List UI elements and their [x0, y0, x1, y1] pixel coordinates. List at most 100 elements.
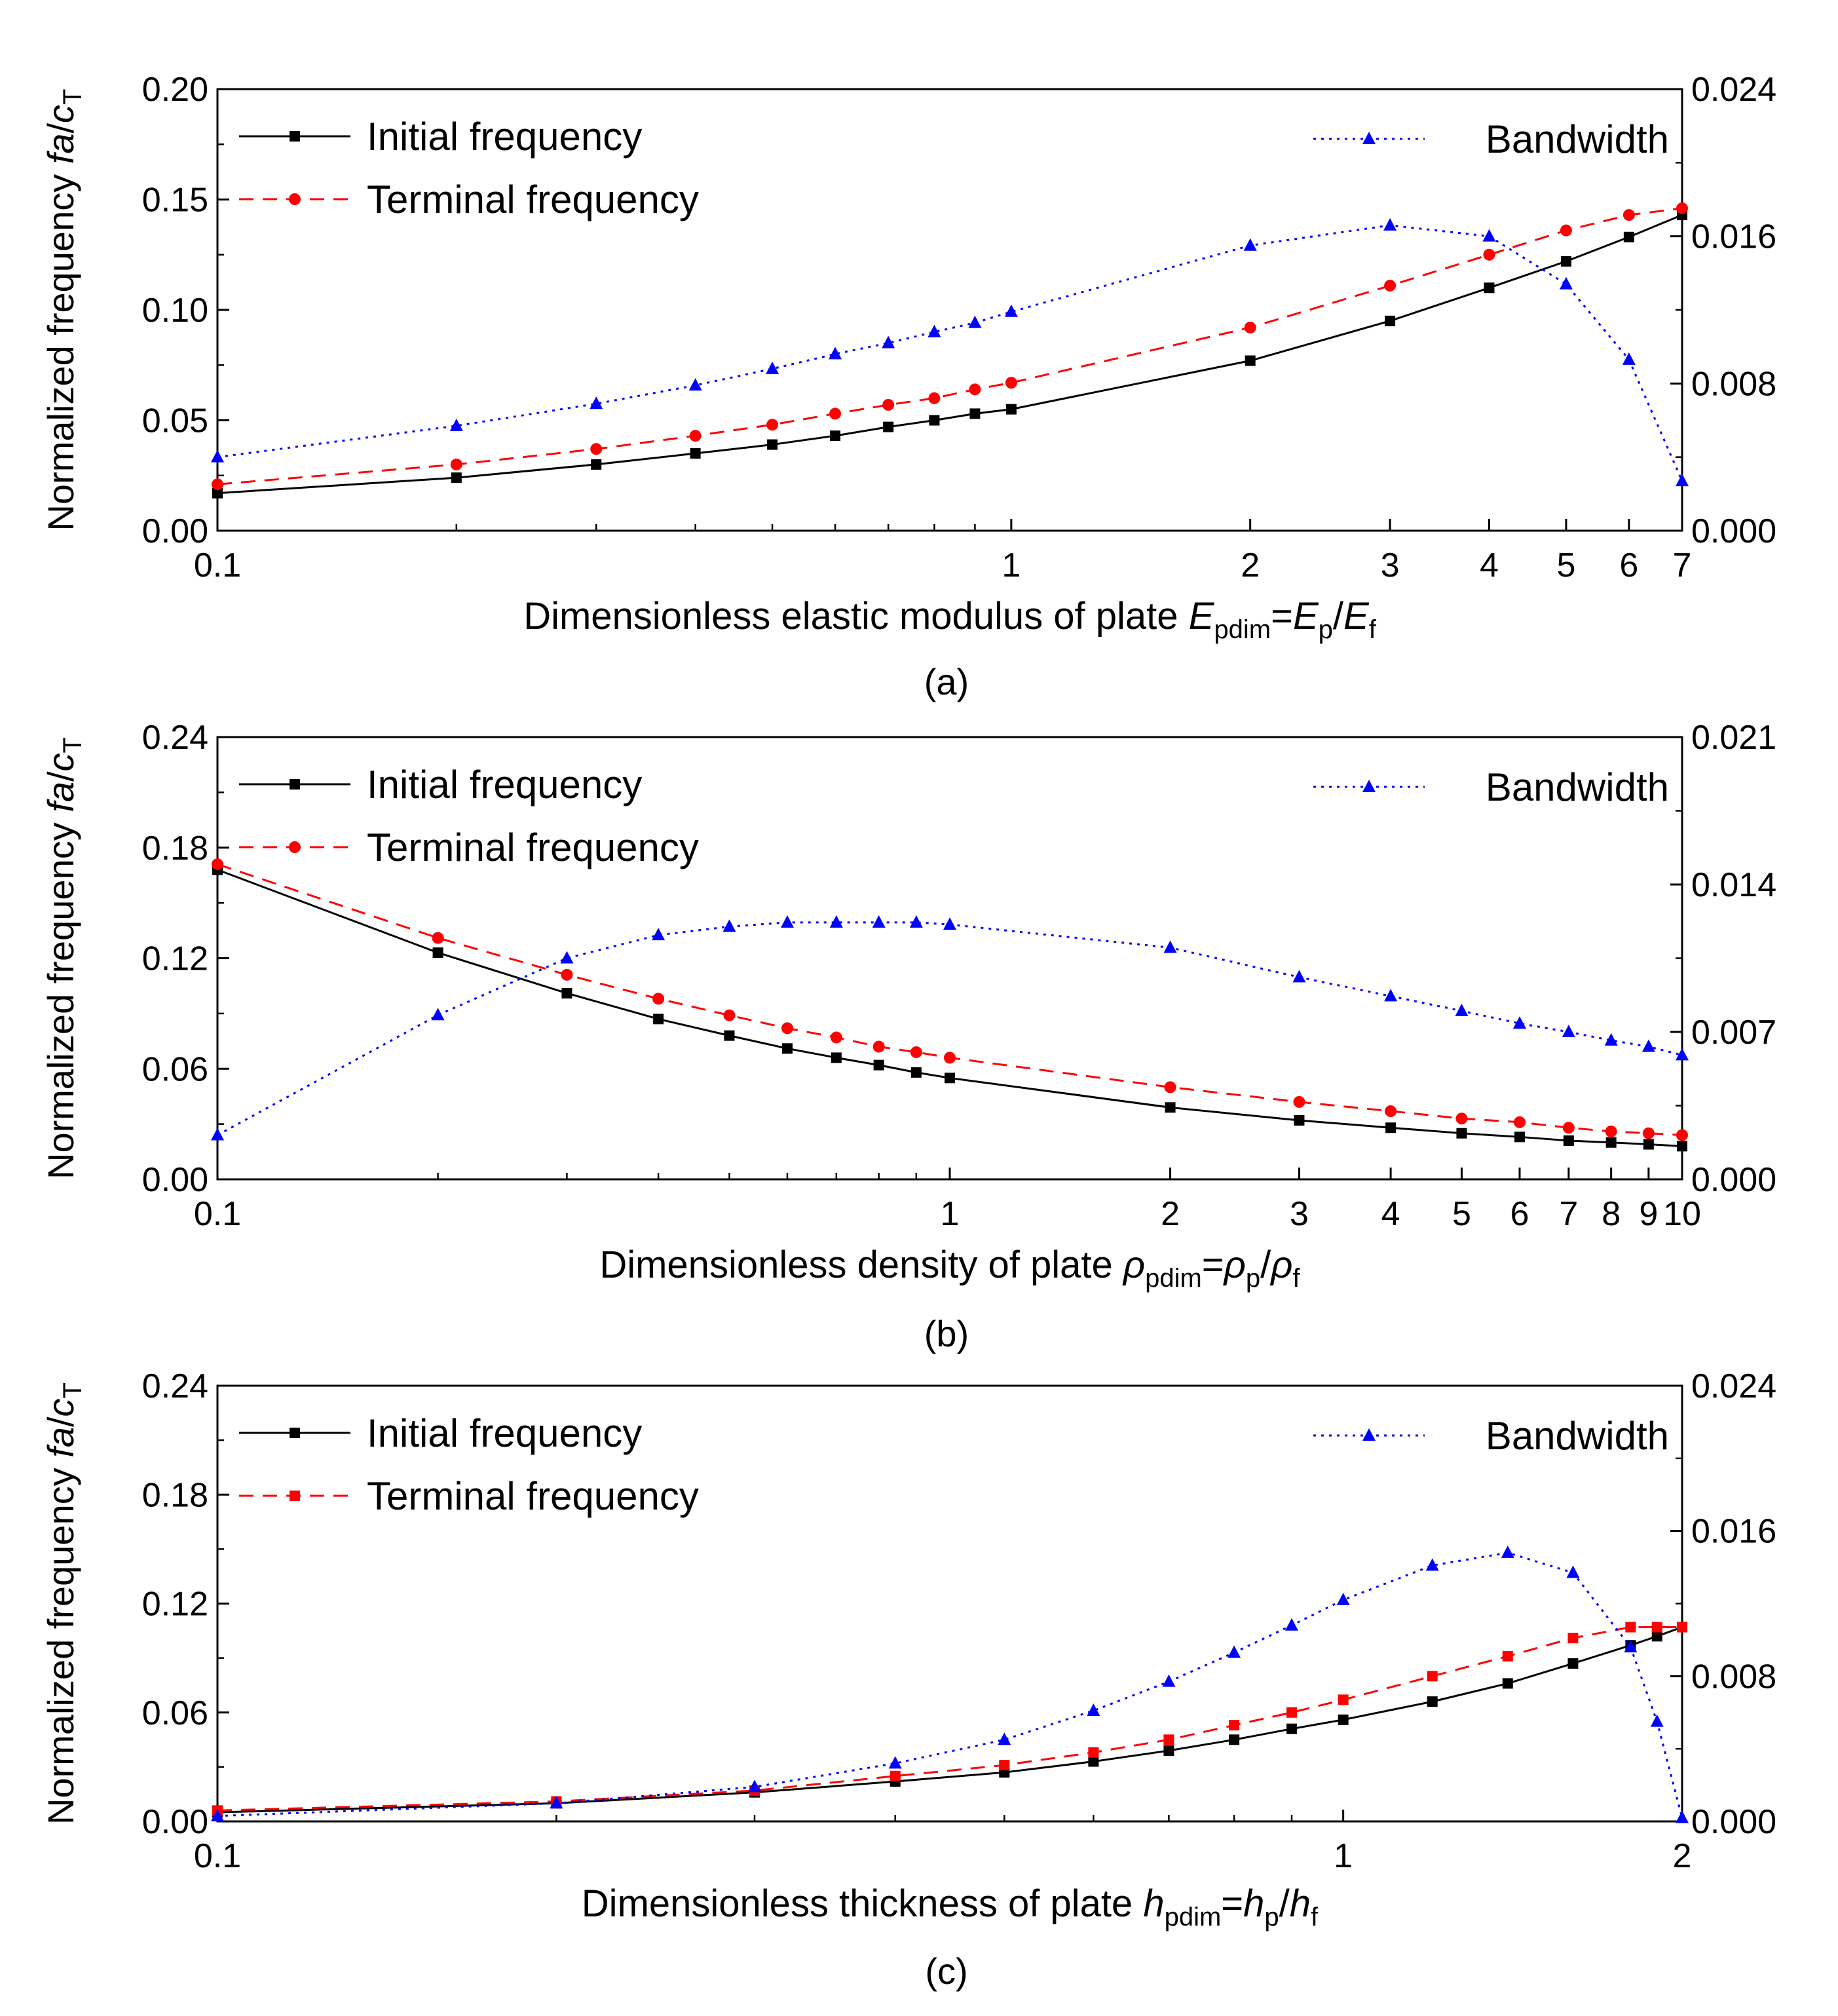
legend-marker	[290, 131, 300, 142]
x-axis-num-sub: p	[1246, 1264, 1260, 1293]
legend-label: Terminal frequency	[367, 826, 699, 869]
initial-frequency-point	[1677, 1141, 1687, 1152]
initial-frequency-point	[561, 987, 572, 998]
series-terminal-frequency	[212, 858, 1688, 1141]
terminal-frequency-point	[890, 1770, 901, 1781]
terminal-frequency-line	[217, 207, 1683, 485]
initial-frequency-point	[1165, 1102, 1176, 1113]
terminal-frequency-point	[1163, 1734, 1174, 1745]
initial-frequency-point	[1286, 1723, 1297, 1734]
y-axis-c-sub: T	[58, 1382, 87, 1398]
legend-label: Bandwidth	[1486, 1414, 1669, 1458]
initial-frequency-point	[591, 459, 602, 470]
y-tick-label: 0.00	[142, 512, 208, 550]
terminal-frequency-point	[969, 383, 981, 396]
initial-frequency-point	[1005, 404, 1017, 415]
bandwidth-point	[1566, 1565, 1580, 1578]
bandwidth-point	[1676, 1810, 1689, 1823]
initial-frequency-point	[1338, 1714, 1349, 1725]
x-axis-var-sub: pdim	[1214, 615, 1271, 644]
bandwidth-point	[1641, 1039, 1655, 1052]
series-bandwidth	[211, 1545, 1689, 1823]
initial-frequency-point	[883, 421, 894, 432]
terminal-frequency-point	[1455, 1113, 1468, 1125]
bandwidth-point	[211, 1808, 224, 1821]
y-axis-title-text: Normalized frequency	[40, 1458, 81, 1825]
bandwidth-point	[928, 324, 941, 337]
bandwidth-point	[590, 396, 603, 409]
y-tick-label: 0.06	[142, 1050, 208, 1088]
x-tick-label: 7	[1673, 546, 1692, 584]
x-axis-num-sub: p	[1264, 1903, 1279, 1931]
terminal-frequency-point	[830, 1031, 842, 1044]
terminal-frequency-point	[1384, 279, 1397, 292]
bandwidth-point	[550, 1796, 563, 1809]
terminal-frequency-point	[1229, 1720, 1240, 1731]
terminal-frequency-point	[652, 993, 665, 1005]
initial-frequency-point	[1605, 1137, 1617, 1148]
initial-frequency-point	[1294, 1115, 1305, 1126]
legend: Initial frequency Terminal frequency Bandw…	[239, 1411, 1669, 1518]
initial-frequency-line	[217, 214, 1683, 495]
x-axis-var: ρ	[1122, 1244, 1145, 1286]
bandwidth-point	[1650, 1714, 1664, 1727]
bandwidth-point	[652, 928, 666, 941]
bandwidth-line	[217, 1551, 1683, 1818]
bandwidth-point	[1383, 218, 1397, 231]
x-axis-den: ρ	[1269, 1244, 1292, 1286]
initial-frequency-point	[724, 1030, 735, 1041]
x-tick-label: 0.1	[194, 1195, 241, 1233]
y-axis-slash: /	[40, 771, 81, 782]
initial-frequency-point	[432, 947, 443, 959]
terminal-frequency-point	[1622, 209, 1635, 221]
x-axis-slash: /	[1260, 1244, 1271, 1286]
legend-label: Terminal frequency	[367, 1474, 699, 1518]
y2-tick-label: 0.016	[1691, 1513, 1776, 1551]
terminal-frequency-point	[1677, 1622, 1687, 1633]
terminal-frequency-point	[432, 932, 444, 944]
y2-tick-label: 0.000	[1691, 512, 1776, 550]
initial-frequency-point	[1385, 315, 1396, 326]
x-tick-label: 10	[1663, 1195, 1701, 1233]
bandwidth-point	[1676, 1048, 1689, 1061]
legend-marker	[1362, 132, 1376, 144]
legend-label: Initial frequency	[367, 115, 642, 159]
bandwidth-point	[1228, 1645, 1241, 1658]
initial-frequency-point	[969, 408, 981, 419]
panel-caption: (b)	[924, 1313, 969, 1354]
terminal-frequency-point	[689, 430, 702, 442]
initial-frequency-point	[1643, 1139, 1654, 1150]
x-tick-label: 6	[1619, 546, 1638, 584]
legend-marker	[289, 841, 301, 853]
initial-frequency-point	[1245, 355, 1256, 366]
x-axis-var-sub: pdim	[1165, 1903, 1222, 1931]
bandwidth-point	[1425, 1558, 1439, 1571]
series-terminal-frequency	[212, 1622, 1687, 1816]
bandwidth-point	[1455, 1003, 1469, 1016]
y-axis-fa: fa	[40, 1427, 81, 1458]
initial-frequency-point	[1623, 231, 1634, 242]
terminal-frequency-point	[944, 1052, 956, 1064]
y-tick-label: 0.12	[142, 1586, 208, 1624]
terminal-frequency-point	[1513, 1116, 1526, 1128]
x-tick-label: 5	[1452, 1195, 1471, 1233]
bandwidth-point	[968, 315, 982, 328]
series-terminal-frequency	[212, 202, 1688, 491]
terminal-frequency-point	[1293, 1095, 1305, 1108]
terminal-frequency-point	[999, 1760, 1010, 1771]
terminal-frequency-point	[1651, 1622, 1662, 1633]
x-axis-den-sub: f	[1369, 615, 1377, 644]
bandwidth-point	[1336, 1592, 1350, 1605]
x-tick-label: 4	[1480, 546, 1499, 584]
bandwidth-point	[998, 1732, 1011, 1745]
y2-tick-label: 0.021	[1691, 719, 1776, 757]
initial-frequency-point	[1484, 282, 1495, 294]
initial-frequency-point	[690, 448, 701, 459]
x-tick-label: 9	[1639, 1195, 1658, 1233]
bandwidth-point	[909, 915, 923, 928]
x-tick-label: 1	[1002, 546, 1021, 584]
x-tick-label: 5	[1556, 546, 1575, 584]
x-tick-label: 2	[1161, 1195, 1180, 1233]
bandwidth-point	[1004, 304, 1018, 317]
panel-caption: (c)	[925, 1950, 967, 1992]
